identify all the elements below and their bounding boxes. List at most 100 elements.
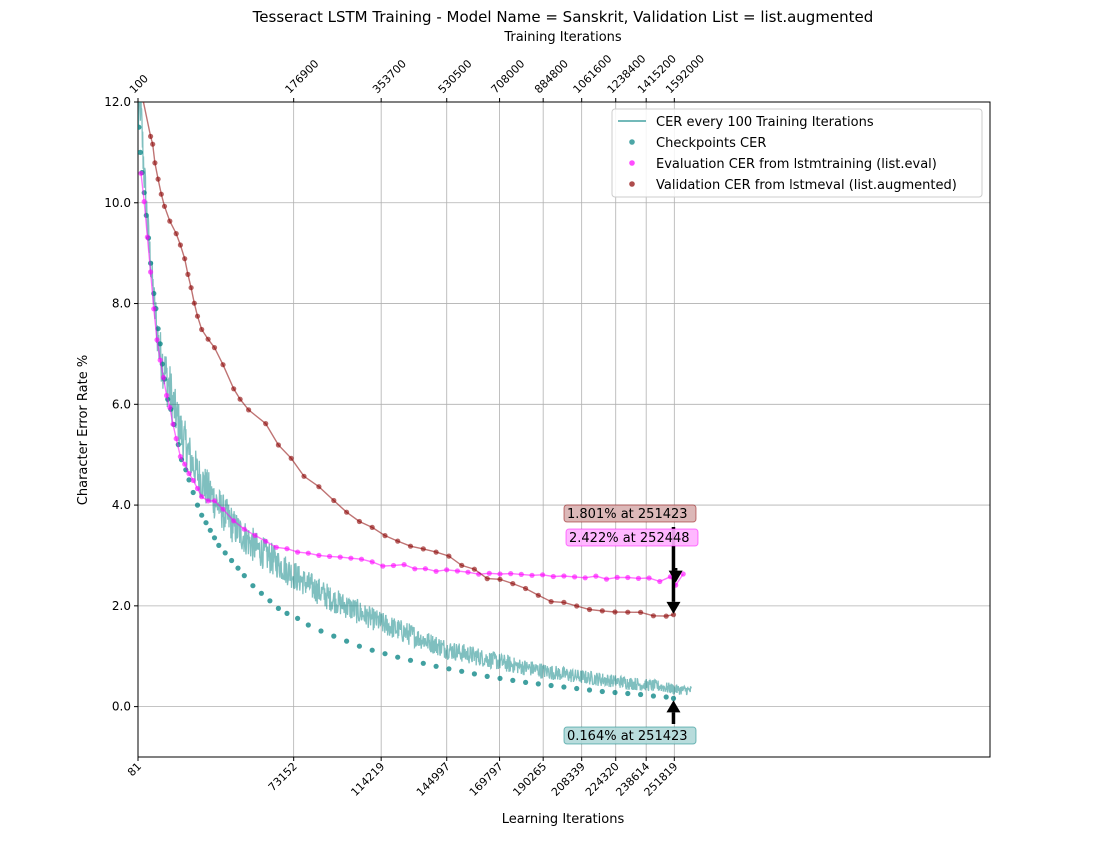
data-point (407, 543, 414, 549)
data-point (529, 572, 535, 578)
data-point (412, 566, 418, 572)
data-point (190, 489, 196, 496)
data-point (433, 663, 439, 669)
data-point (231, 518, 237, 524)
data-point (444, 567, 450, 573)
data-point (670, 612, 677, 618)
data-point (177, 454, 183, 460)
data-point (657, 578, 663, 585)
series-layer (138, 102, 692, 702)
data-point (548, 682, 554, 689)
data-point (650, 613, 657, 619)
data-point (211, 498, 218, 504)
data-point (561, 573, 567, 579)
data-point (390, 562, 397, 569)
data-point (138, 170, 144, 176)
data-point (216, 542, 222, 549)
x-axis-label: Learning Iterations (502, 812, 625, 827)
data-point (211, 345, 218, 351)
data-point (446, 553, 452, 559)
data-point (167, 218, 173, 224)
data-point (535, 592, 541, 598)
data-point (603, 576, 610, 582)
data-point (561, 599, 567, 606)
data-point (185, 271, 191, 277)
data-point (638, 691, 644, 698)
data-point (337, 554, 343, 560)
data-point (235, 565, 241, 571)
data-point (344, 638, 350, 644)
data-point (220, 506, 226, 512)
data-point (301, 473, 307, 479)
data-point (275, 442, 281, 448)
data-point (572, 574, 578, 580)
data-point (625, 690, 631, 697)
data-point (486, 570, 492, 576)
data-point (155, 326, 161, 332)
data-point (401, 562, 407, 568)
data-point (246, 407, 252, 413)
data-point (650, 693, 657, 699)
data-point (252, 532, 258, 539)
data-point (635, 575, 642, 582)
data-point (593, 573, 599, 579)
data-point (518, 571, 524, 578)
data-point (288, 455, 294, 461)
data-point (484, 576, 490, 582)
data-point (680, 571, 686, 577)
legend-label: Checkpoints CER (656, 136, 766, 151)
data-point (199, 494, 205, 500)
data-point (284, 610, 290, 617)
data-point (241, 573, 247, 579)
data-point (369, 524, 375, 531)
data-point (173, 436, 179, 442)
data-point (250, 583, 256, 589)
data-point (331, 633, 337, 639)
data-point (574, 603, 580, 609)
data-point (625, 574, 631, 581)
y-tick-label: 2.0 (112, 599, 131, 613)
arrow-head (666, 601, 681, 614)
data-point (510, 677, 516, 684)
annotation-box (563, 504, 697, 523)
data-point (295, 549, 301, 555)
data-point (151, 306, 157, 312)
data-point (497, 576, 503, 582)
data-point (205, 498, 211, 504)
data-point (599, 608, 605, 614)
data-point (148, 133, 154, 139)
data-point (420, 546, 426, 552)
legend-label: Validation CER from lstmeval (list.augme… (656, 178, 957, 193)
arrow-head (666, 700, 681, 713)
legend-label: CER every 100 Training Iterations (656, 115, 874, 130)
legend-entry: Validation CER from lstmeval (list.augme… (629, 178, 957, 193)
data-point (222, 550, 228, 556)
data-point (459, 668, 465, 674)
data-point (164, 392, 170, 399)
data-point (561, 684, 567, 690)
y-tick-label: 8.0 (112, 297, 131, 311)
data-point (638, 609, 644, 615)
data-point (275, 605, 281, 612)
legend-entry: Checkpoints CER (629, 136, 766, 151)
data-point (382, 651, 388, 657)
data-point (316, 484, 322, 490)
annotation-box (563, 726, 697, 745)
data-point (395, 538, 401, 544)
data-point (646, 575, 652, 581)
data-point (369, 647, 375, 653)
data-point (305, 622, 311, 628)
annotation-box (565, 528, 699, 547)
data-point (510, 581, 516, 587)
data-point (465, 569, 471, 575)
data-point (154, 337, 160, 343)
plot-frame (137, 101, 991, 758)
annotation-label: 2.422% at 252448 (569, 531, 690, 546)
y-axis-label: Character Error Rate % (76, 355, 91, 505)
data-point (237, 396, 243, 402)
legend-swatch-dot (629, 160, 635, 166)
data-point (586, 606, 593, 613)
legend-entry: Evaluation CER from lstmtraining (list.e… (629, 157, 937, 172)
data-point (207, 527, 213, 533)
data-point (471, 671, 477, 677)
